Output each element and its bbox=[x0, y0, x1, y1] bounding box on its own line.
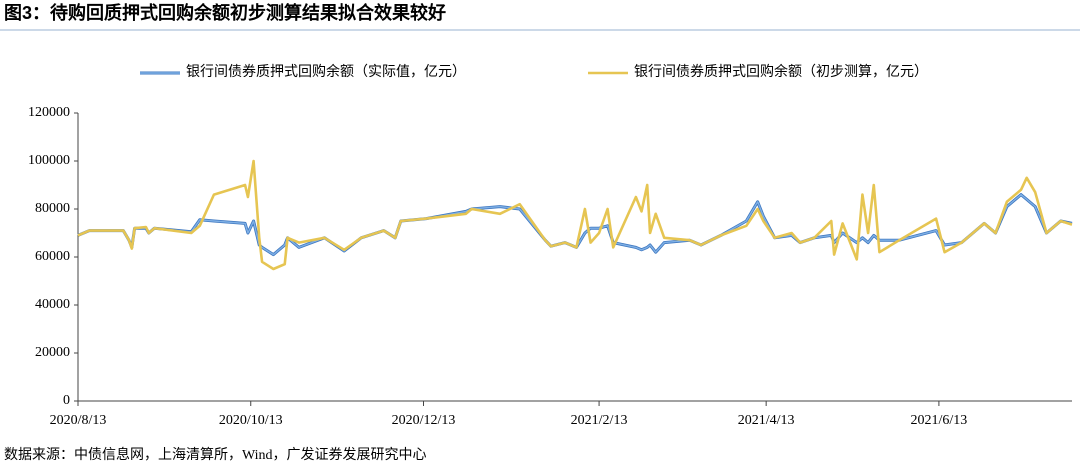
y-tick-label: 60000 bbox=[35, 249, 70, 264]
x-tick-label: 2020/8/13 bbox=[50, 413, 107, 428]
y-tick-label: 20000 bbox=[35, 345, 70, 360]
y-tick-label: 120000 bbox=[28, 105, 70, 120]
series-line bbox=[77, 193, 1073, 256]
y-tick-label: 80000 bbox=[35, 201, 70, 216]
legend-label: 银行间债券质押式回购余额（初步测算，亿元） bbox=[634, 63, 928, 80]
y-tick-label: 40000 bbox=[35, 297, 70, 312]
x-tick-label: 2021/6/13 bbox=[911, 413, 968, 428]
x-tick-label: 2020/10/13 bbox=[219, 413, 283, 428]
x-tick-label: 2021/2/13 bbox=[571, 413, 628, 428]
legend-label: 银行间债券质押式回购余额（实际值，亿元） bbox=[186, 63, 466, 80]
y-tick-label: 0 bbox=[63, 393, 70, 408]
series-line bbox=[77, 159, 1073, 271]
x-tick-label: 2021/4/13 bbox=[738, 413, 795, 428]
chart-title: 图3：待购回质押式回购余额初步测算结果拟合效果较好 bbox=[4, 2, 446, 23]
source-note: 数据来源：中债信息网，上海清算所，Wind，广发证券发展研究中心 bbox=[4, 446, 427, 463]
x-tick-label: 2020/12/13 bbox=[392, 413, 456, 428]
y-tick-label: 100000 bbox=[28, 153, 70, 168]
